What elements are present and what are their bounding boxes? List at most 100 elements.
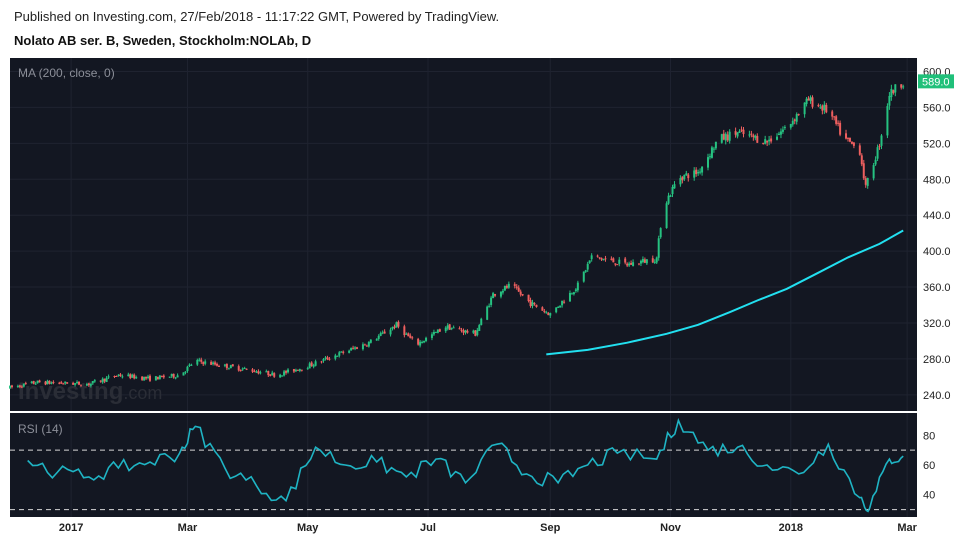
price-axis[interactable]: 240.0 280.0 320.0 360.0 400.0 440.0 480.0 520.0… — [923, 66, 951, 401]
candle-body — [227, 368, 230, 370]
candle-body — [425, 337, 428, 341]
candle-body — [632, 262, 635, 266]
candle-body — [450, 328, 453, 330]
candle-body — [172, 373, 175, 378]
candle-body — [101, 378, 104, 383]
candle-body — [411, 337, 414, 339]
candle-body — [845, 133, 848, 139]
candle-body — [300, 369, 303, 371]
candle-body — [243, 368, 246, 370]
rsi-axis[interactable]: 40 60 80 — [923, 430, 935, 501]
candle-body — [271, 372, 274, 376]
candle-body — [669, 195, 672, 197]
candle-body — [846, 137, 849, 139]
candle-body — [190, 364, 193, 366]
candle-body — [292, 369, 295, 372]
candle-body — [38, 380, 41, 383]
candle-body — [198, 359, 201, 361]
candle-body — [708, 156, 711, 158]
time-axis[interactable]: 2017 Mar May Jul Sep Nov 2018 Mar — [59, 522, 918, 534]
candle-body — [819, 107, 822, 109]
candle-body — [107, 376, 110, 378]
candle-body — [326, 357, 329, 360]
rsi-line — [27, 417, 904, 513]
candle-body — [62, 383, 65, 385]
candle-body — [281, 375, 284, 377]
candle-body — [141, 376, 144, 380]
candle-body — [807, 98, 810, 101]
candle-body — [76, 381, 79, 383]
candle-body — [563, 301, 566, 303]
candle-body — [582, 271, 585, 282]
price-panel-background — [10, 58, 917, 411]
candle-body — [637, 263, 640, 265]
ma-indicator-label: MA (200, close, 0) — [18, 66, 115, 80]
candle-body — [781, 129, 784, 132]
candle-body — [464, 330, 467, 333]
candle-body — [673, 184, 676, 189]
candle-body — [156, 376, 159, 380]
candle-body — [748, 134, 751, 136]
candle-body — [127, 374, 130, 377]
candle-body — [793, 119, 796, 121]
candle-body — [20, 386, 23, 388]
candle-body — [671, 187, 674, 195]
candle-body — [79, 385, 82, 387]
price-tick-label: 560.0 — [923, 102, 951, 114]
candle-body — [693, 170, 696, 178]
candle-body — [892, 90, 895, 94]
candle-body — [586, 263, 589, 270]
candle-body — [480, 318, 483, 326]
price-tick-label: 520.0 — [923, 138, 951, 150]
candle-body — [147, 376, 150, 378]
candle-body — [253, 371, 256, 373]
candle-body — [685, 173, 688, 176]
candle-body — [170, 373, 173, 377]
candle-body — [665, 203, 668, 228]
candle-body — [283, 371, 286, 376]
candle-body — [363, 344, 366, 346]
candle-body — [438, 329, 441, 332]
candle-body — [770, 138, 773, 142]
candle-body — [395, 322, 398, 328]
candle-body — [34, 383, 37, 385]
candle-body — [809, 97, 812, 101]
candle-body — [848, 137, 851, 142]
candle-body — [533, 303, 536, 305]
candle-body — [259, 372, 262, 374]
candle-body — [890, 88, 893, 98]
candle-body — [886, 106, 889, 136]
candle-body — [50, 382, 53, 384]
candle-body — [699, 171, 702, 173]
candle-body — [835, 116, 838, 124]
candle-body — [225, 363, 228, 369]
candle-body — [722, 133, 725, 140]
candle-body — [805, 98, 808, 104]
candle-body — [612, 258, 615, 263]
candle-body — [60, 382, 63, 384]
candle-body — [561, 300, 564, 306]
candle-body — [596, 255, 599, 257]
candle-body — [724, 133, 727, 141]
candle-body — [535, 304, 538, 307]
candle-body — [448, 324, 451, 330]
candle-body — [779, 131, 782, 135]
candle-body — [740, 129, 743, 131]
candle-body — [645, 259, 648, 264]
candle-body — [99, 380, 102, 382]
candle-body — [754, 135, 757, 139]
candle-body — [314, 361, 317, 366]
candle-body — [312, 365, 315, 367]
candle-body — [273, 373, 276, 377]
candle-body — [393, 326, 396, 328]
rsi-indicator-label: RSI (14) — [18, 422, 63, 436]
price-tick-label: 280.0 — [923, 354, 951, 366]
time-tick-label: Mar — [178, 522, 198, 534]
candle-body — [328, 358, 331, 360]
candle-body — [641, 258, 644, 263]
candle-body — [381, 332, 384, 334]
candle-body — [478, 325, 481, 332]
candle-body — [900, 84, 903, 88]
candle-body — [683, 174, 686, 180]
